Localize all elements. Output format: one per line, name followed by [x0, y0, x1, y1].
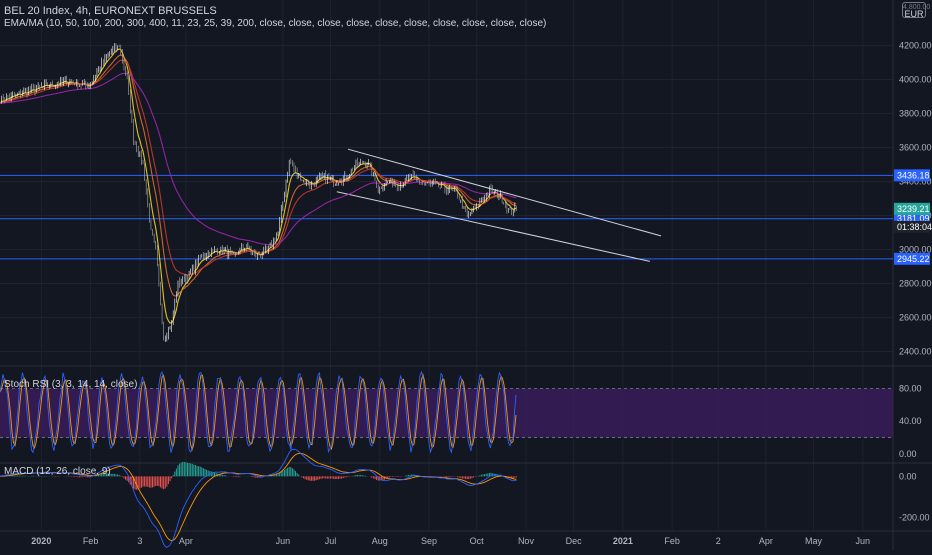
currency-badge[interactable]: 4,800.00 EUR [902, 2, 931, 19]
time-tick-label: Apr [759, 536, 773, 546]
time-tick-label: 3 [137, 536, 142, 546]
stoch-k-line [0, 370, 517, 455]
price-tick-label: 4000.00 [899, 75, 932, 85]
price-tick-label: 3000.00 [899, 245, 932, 255]
support-line-price-label: 3436.18 [897, 170, 930, 180]
support-line-price-label: 2945.22 [897, 254, 930, 264]
price-tick-label: 2800.00 [899, 279, 932, 289]
current-price-label: 01:38:04 [897, 222, 932, 232]
time-tick-label: Jun [856, 536, 871, 546]
currency-top-label: 4,800.00 [903, 4, 931, 11]
time-tick-label: Oct [470, 536, 485, 546]
time-tick-label: Aug [372, 536, 388, 546]
macd-tick-label: -200.00 [899, 513, 930, 523]
symbol-legend: BEL 20 Index, 4h, EURONEXT BRUSSELS [4, 5, 217, 17]
price-tick-label: 2600.00 [899, 313, 932, 323]
time-tick-label: 2020 [31, 536, 51, 546]
stoch-d-line [0, 373, 517, 452]
ema-legend: EMA/MA (10, 50, 100, 200, 300, 400, 11, … [4, 18, 547, 29]
price-tick-label: 2400.00 [899, 347, 932, 357]
macd-label: MACD (12, 26, close, 9) [4, 466, 111, 477]
price-tick-label: 3400.00 [899, 177, 932, 187]
time-tick-label: Jun [276, 536, 291, 546]
currency-label: EUR [904, 9, 924, 19]
time-tick-label: Feb [83, 536, 99, 546]
price-tick-label: 3600.00 [899, 143, 932, 153]
channel-trendline [336, 191, 650, 262]
current-price-label: 3239.21 [897, 204, 930, 214]
price-tick-label: 4200.00 [899, 41, 932, 51]
time-tick-label: Apr [179, 536, 193, 546]
support-line-price-tag [894, 252, 930, 265]
time-tick-label: Sep [421, 536, 437, 546]
macd-tick-label: 0.00 [899, 471, 917, 481]
stoch-tick-label: 40.00 [899, 416, 922, 426]
time-tick-label: Nov [518, 536, 535, 546]
current-price-tag [894, 220, 930, 233]
time-tick-label: May [805, 536, 823, 546]
time-tick-label: Dec [566, 536, 583, 546]
time-tick-label: Jul [325, 536, 337, 546]
stoch-tick-label: 80.00 [899, 383, 922, 393]
support-line-price-label: 3181.09 [897, 214, 930, 224]
time-tick-label: 2021 [613, 536, 633, 546]
macd-line [0, 448, 517, 548]
time-tick-label: 2 [716, 536, 721, 546]
support-line-price-tag [894, 169, 930, 182]
price-tick-label: 3800.00 [899, 109, 932, 119]
stoch-tick-label: 0.00 [899, 449, 917, 459]
channel-trendline [347, 148, 662, 237]
time-tick-label: Feb [664, 536, 680, 546]
stoch-rsi-label: Stoch RSI (3, 3, 14, 14, close) [4, 379, 138, 390]
current-price-tag [894, 202, 930, 215]
